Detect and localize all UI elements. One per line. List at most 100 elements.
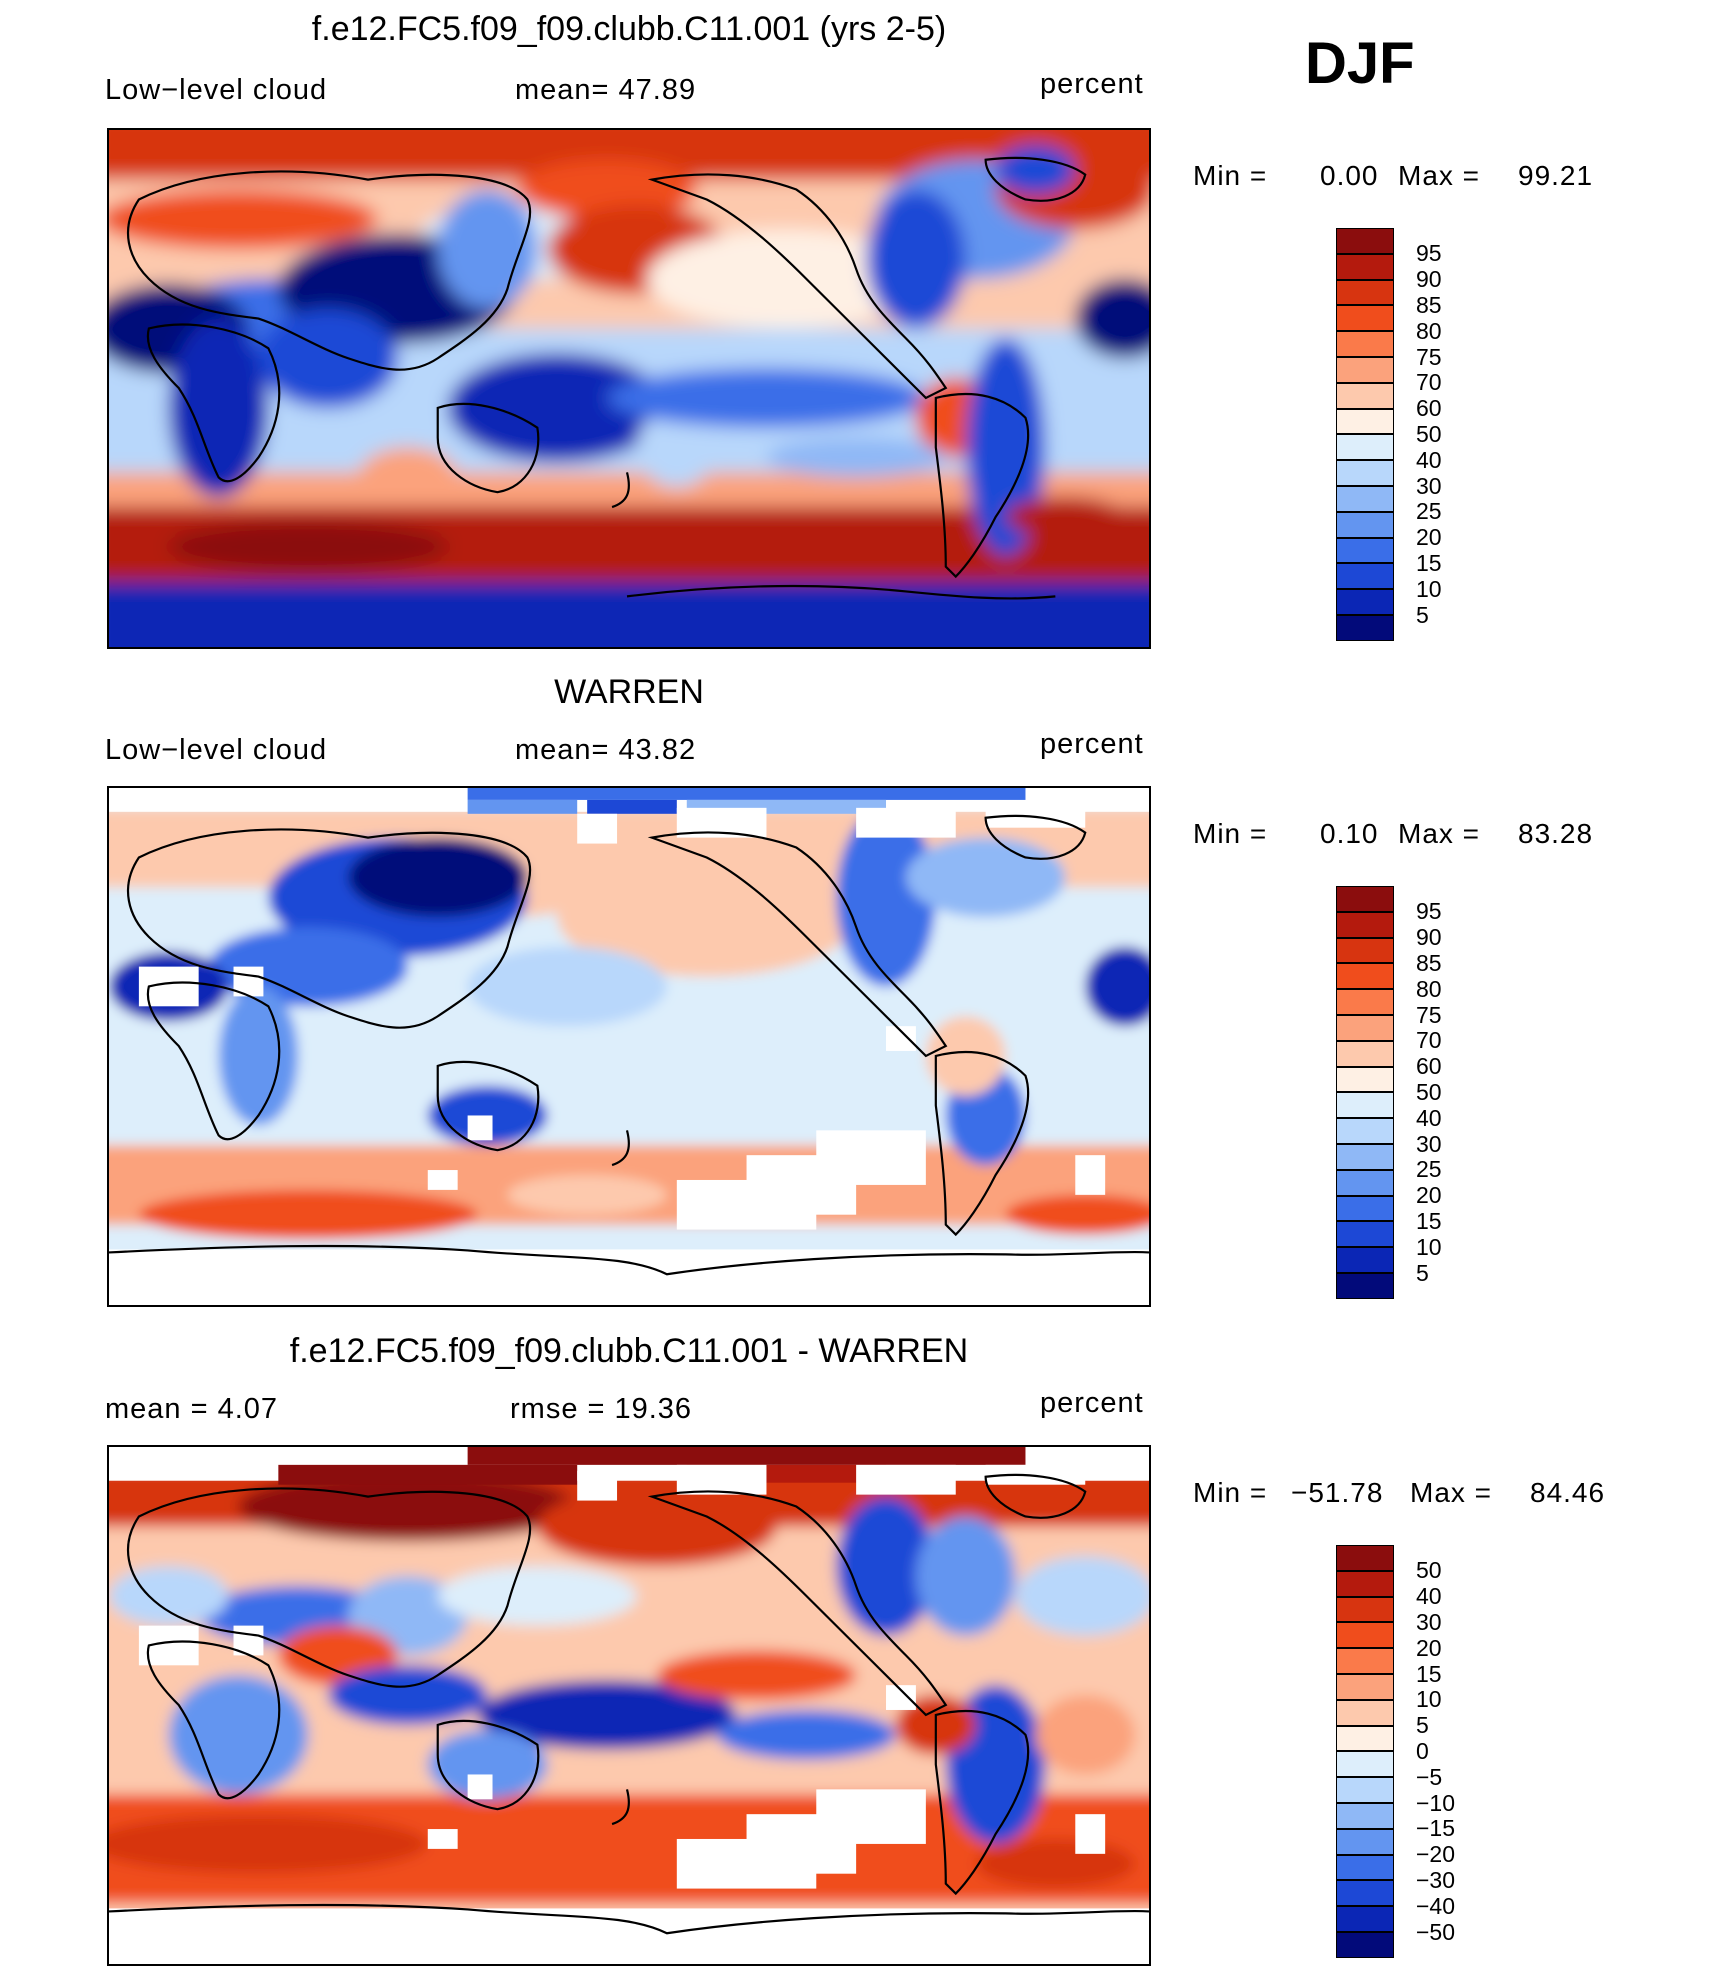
colorbar-tick-label: 85 xyxy=(1416,291,1442,318)
colorbar-tick-label: 5 xyxy=(1416,1259,1429,1286)
colorbar-tick-label: −30 xyxy=(1416,1866,1456,1893)
panel-3-units-label: percent xyxy=(1040,1387,1144,1419)
colorbar-swatch xyxy=(1336,1066,1394,1093)
colorbar-swatch xyxy=(1336,1195,1394,1222)
colorbar-swatch xyxy=(1336,886,1394,912)
colorbar-swatch xyxy=(1336,408,1394,435)
colorbar-tick-label: 40 xyxy=(1416,446,1442,473)
panel-3-map-svg xyxy=(109,1447,1149,1964)
season-label: DJF xyxy=(1305,31,1415,96)
colorbar-swatch xyxy=(1336,1570,1394,1597)
panel-3-min-value: −51.78 xyxy=(1291,1477,1384,1508)
panel-2-min-value: 0.10 xyxy=(1320,818,1379,849)
colorbar-swatch xyxy=(1336,1751,1394,1778)
panel-3-mean-label: mean = 4.07 xyxy=(105,1393,279,1425)
panel-3-max-label: Max = xyxy=(1410,1477,1493,1508)
panel-2-min-label: Min = xyxy=(1193,818,1268,849)
colorbar-tick-label: 75 xyxy=(1416,1001,1442,1028)
colorbar-tick-label: 50 xyxy=(1416,1557,1442,1584)
colorbar-tick-label: 90 xyxy=(1416,266,1442,293)
panel-3-rmse-label: rmse = 19.36 xyxy=(510,1393,693,1425)
colorbar-tick-label: 60 xyxy=(1416,395,1442,422)
colorbar-swatch xyxy=(1336,589,1394,615)
panel-2-units-label: percent xyxy=(1040,728,1144,760)
colorbar-swatch xyxy=(1336,382,1394,409)
colorbar-tick-label: 10 xyxy=(1416,1686,1442,1713)
colorbar-swatch xyxy=(1336,1622,1394,1649)
panel-2-colorbar: 95 90 85 80 75 70 60 50 40 30 25 20 15 10 5 xyxy=(1336,886,1442,1299)
colorbar-swatch xyxy=(1336,1596,1394,1623)
panel-2-mean-label: mean= 43.82 xyxy=(515,734,697,766)
colorbar-tick-label: 85 xyxy=(1416,949,1442,976)
colorbar-tick-label: 20 xyxy=(1416,524,1442,551)
panel-1-variable-label: Low−level cloud xyxy=(105,74,328,106)
panel-2-max-value: 83.28 xyxy=(1518,818,1594,849)
panel-1-map xyxy=(107,128,1151,649)
panel-2-max-label: Max = xyxy=(1398,818,1481,849)
colorbar-tick-label: −10 xyxy=(1416,1789,1456,1816)
colorbar-swatch xyxy=(1336,279,1394,306)
colorbar-swatch xyxy=(1336,511,1394,538)
colorbar-tick-label: 70 xyxy=(1416,369,1442,396)
colorbar-swatch xyxy=(1336,1803,1394,1829)
colorbar-tick-label: 5 xyxy=(1416,601,1429,628)
panel-1-max-value: 99.21 xyxy=(1518,160,1594,191)
colorbar-swatch xyxy=(1336,1144,1394,1170)
colorbar-tick-label: 0 xyxy=(1416,1737,1429,1764)
colorbar-swatch xyxy=(1336,1221,1394,1248)
colorbar-swatch xyxy=(1336,1932,1394,1958)
panel-2-map-svg xyxy=(109,788,1149,1305)
colorbar-swatch xyxy=(1336,1725,1394,1752)
colorbar-tick-label: 95 xyxy=(1416,240,1442,267)
colorbar-swatch xyxy=(1336,253,1394,280)
colorbar-tick-label: 10 xyxy=(1416,575,1442,602)
colorbar-tick-label: −20 xyxy=(1416,1841,1456,1868)
colorbar-tick-label: 40 xyxy=(1416,1104,1442,1131)
colorbar-tick-label: 50 xyxy=(1416,1078,1442,1105)
colorbar-swatch xyxy=(1336,1674,1394,1700)
panel-1-units-label: percent xyxy=(1040,68,1144,100)
colorbar-swatch xyxy=(1336,563,1394,590)
colorbar-tick-label: 30 xyxy=(1416,472,1442,499)
colorbar-tick-label: 25 xyxy=(1416,1156,1442,1183)
colorbar-swatch xyxy=(1336,1092,1394,1119)
colorbar-swatch xyxy=(1336,963,1394,990)
colorbar-tick-label: −40 xyxy=(1416,1892,1456,1919)
colorbar-tick-label: 75 xyxy=(1416,343,1442,370)
colorbar-swatch xyxy=(1336,1118,1394,1144)
colorbar-tick-label: −15 xyxy=(1416,1815,1456,1842)
colorbar-tick-label: 15 xyxy=(1416,1207,1442,1234)
panel-1-min-value: 0.00 xyxy=(1320,160,1379,191)
panel-1-map-svg xyxy=(109,130,1149,647)
colorbar-tick-label: 90 xyxy=(1416,924,1442,951)
colorbar-tick-label: 80 xyxy=(1416,317,1442,344)
colorbar-swatch xyxy=(1336,1015,1394,1041)
colorbar-swatch xyxy=(1336,1777,1394,1803)
colorbar-tick-label: 40 xyxy=(1416,1583,1442,1610)
colorbar-swatch xyxy=(1336,1906,1394,1932)
colorbar-tick-label: 50 xyxy=(1416,420,1442,447)
panel-3-colorbar: 50 40 30 20 15 10 5 0 −5 −10 −15 −20 −30 −40 −50 xyxy=(1336,1545,1455,1958)
colorbar-swatch xyxy=(1336,305,1394,332)
colorbar-tick-label: 15 xyxy=(1416,1660,1442,1687)
colorbar-tick-label: 70 xyxy=(1416,1027,1442,1054)
panel-1-title: f.e12.FC5.f09_f09.clubb.C11.001 (yrs 2-5… xyxy=(311,10,947,48)
colorbar-swatch xyxy=(1336,911,1394,938)
colorbar-swatch xyxy=(1336,1828,1394,1855)
colorbar-swatch xyxy=(1336,1040,1394,1067)
panel-2-variable-label: Low−level cloud xyxy=(105,734,328,766)
colorbar-swatch xyxy=(1336,1880,1394,1907)
colorbar-swatch xyxy=(1336,615,1394,641)
colorbar-tick-label: 95 xyxy=(1416,898,1442,925)
colorbar-tick-label: 20 xyxy=(1416,1182,1442,1209)
colorbar-swatch xyxy=(1336,937,1394,964)
colorbar-swatch xyxy=(1336,1247,1394,1273)
colorbar-tick-label: −50 xyxy=(1416,1918,1456,1945)
panel-1-mean-label: mean= 47.89 xyxy=(515,74,697,106)
colorbar-tick-label: 5 xyxy=(1416,1712,1429,1739)
colorbar-tick-label: 15 xyxy=(1416,549,1442,576)
panel-3-min-label: Min = xyxy=(1193,1477,1268,1508)
colorbar-tick-label: 20 xyxy=(1416,1634,1442,1661)
colorbar-swatch xyxy=(1336,331,1394,357)
panel-3-map xyxy=(107,1445,1151,1966)
